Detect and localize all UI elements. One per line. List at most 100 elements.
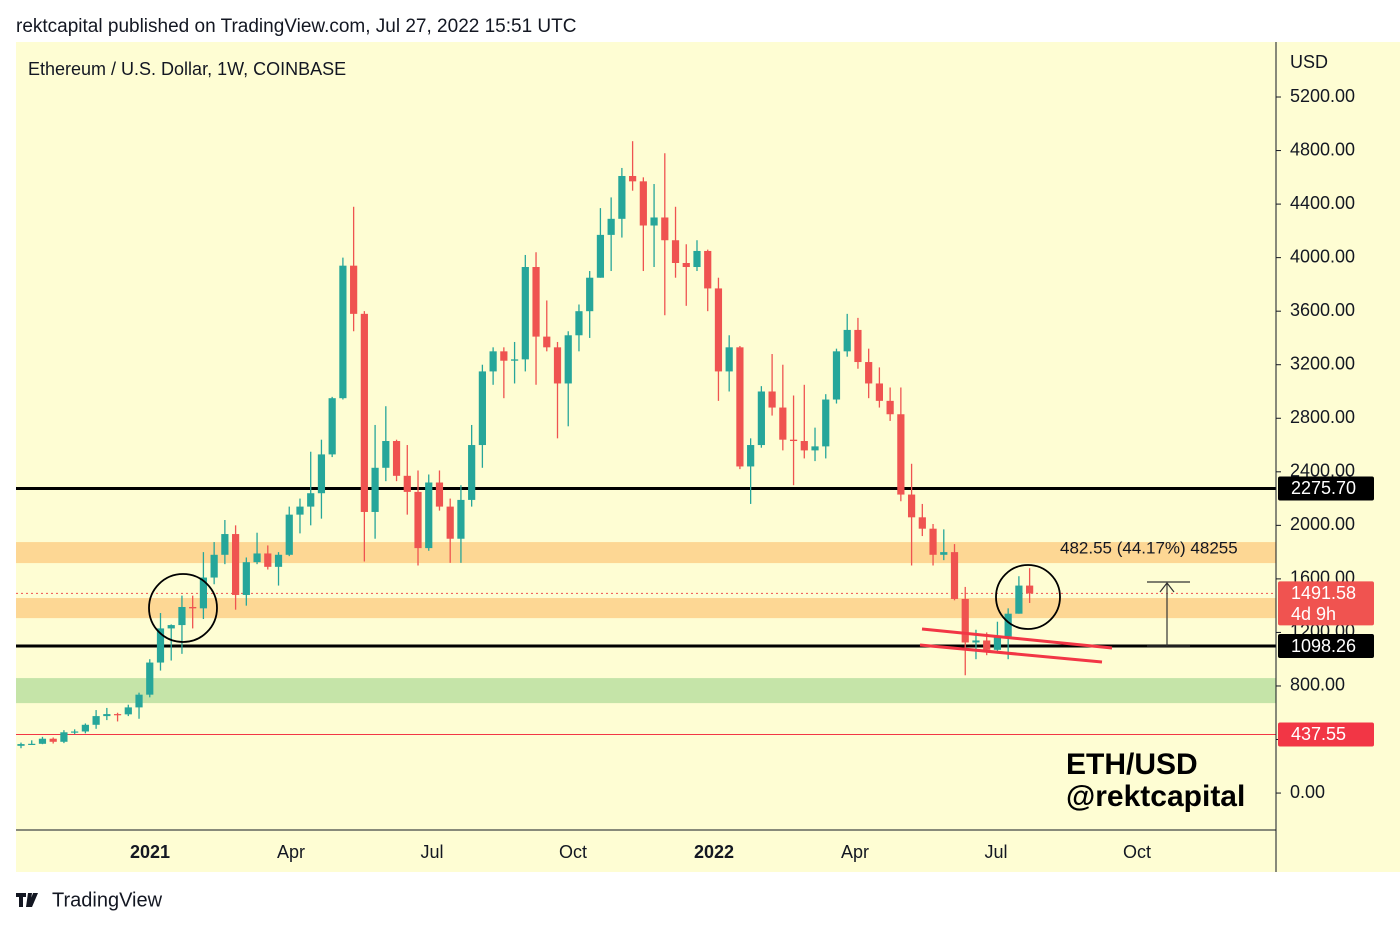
candle-body (167, 625, 175, 629)
footer-logo (16, 893, 38, 907)
levels (16, 486, 1276, 735)
candle-body (103, 714, 111, 717)
candle-body (392, 441, 401, 476)
candle-body (532, 267, 540, 337)
candle-body (596, 234, 605, 278)
x-tick-label: Apr (277, 842, 305, 862)
y-tick-label: 4000.00 (1290, 246, 1355, 266)
candle-body (124, 707, 132, 715)
candle-body (553, 347, 562, 384)
candle-body (789, 439, 798, 442)
x-tick-label: Jul (420, 842, 443, 862)
x-axis: 2021 Apr Jul Oct 2022 Apr Jul Oct (130, 842, 1151, 862)
y-tick-label: 2800.00 (1290, 407, 1355, 427)
candle-body (607, 218, 615, 235)
candle-body (575, 311, 583, 336)
zone (16, 542, 1276, 564)
candle-body (521, 267, 529, 360)
candles (17, 141, 1034, 749)
candle-body (285, 514, 293, 555)
y-tick-label: 2000.00 (1290, 514, 1355, 534)
y-axis: 0.00400.00800.001200.001600.002000.00240… (1276, 86, 1355, 802)
watermark: ETH/USD (1066, 748, 1198, 781)
candle-body (274, 554, 283, 567)
y-tick-label: 5200.00 (1290, 86, 1355, 106)
candle-body (650, 217, 658, 226)
y-tick-label: 0.00 (1290, 782, 1325, 802)
x-tick-label: Oct (559, 842, 587, 862)
price-tag (1278, 634, 1374, 659)
chart-title: Ethereum / U.S. Dollar, 1W, COINBASE (28, 59, 346, 79)
price-tag-label: 4d 9h (1291, 604, 1336, 624)
candle-body (49, 738, 57, 742)
candle-body (875, 383, 883, 401)
candle-body (360, 313, 368, 512)
x-tick-label: Jul (984, 842, 1007, 862)
candle-body (629, 175, 637, 182)
candle-body (671, 240, 680, 263)
candle-body (714, 288, 723, 372)
candle-body (307, 493, 315, 507)
candle-body (38, 738, 47, 744)
circle-annotation (148, 573, 218, 643)
candle-body (221, 534, 229, 555)
candle-body (371, 467, 379, 512)
candle-body (757, 391, 765, 446)
candle-body (907, 494, 916, 518)
watermark: @rektcapital (1066, 780, 1245, 813)
x-tick-label: 2021 (130, 842, 170, 862)
zones (16, 542, 1276, 704)
candle-body (940, 552, 948, 555)
candle-body (618, 175, 626, 219)
candle-body (339, 265, 347, 399)
candle-body (811, 446, 819, 451)
candle-body (854, 329, 862, 363)
candle-body (446, 506, 454, 539)
candle-body (156, 628, 165, 663)
candle-body (242, 562, 250, 595)
candle-body (296, 506, 304, 515)
candle-body (500, 351, 508, 361)
y-tick-label: 4800.00 (1290, 139, 1355, 159)
candle-body (253, 553, 261, 563)
measure-arrow (1147, 581, 1190, 647)
candle-body (328, 398, 336, 455)
candle-body (972, 640, 980, 643)
x-tick-label: Apr (841, 842, 869, 862)
candle-body (983, 640, 991, 650)
candle-body (704, 250, 712, 289)
footer: TradingView (52, 889, 163, 911)
candle-body (661, 217, 669, 241)
candle-body (489, 351, 497, 372)
candle-body (1004, 613, 1012, 637)
candle-body (232, 534, 240, 595)
candle-body (929, 528, 937, 555)
price-tag (1278, 581, 1374, 626)
candle-body (865, 362, 873, 384)
price-tag-label: 1098.26 (1291, 636, 1356, 656)
candle-body (60, 732, 68, 742)
candle-body (350, 265, 358, 314)
price-tag-label: 1491.58 (1291, 583, 1356, 603)
candle-body (800, 441, 808, 451)
header: rektcapital published on TradingView.com… (16, 16, 576, 37)
candle-body (897, 414, 905, 495)
candle-body (768, 391, 776, 408)
candle-body (135, 694, 143, 708)
candle-body (178, 606, 186, 626)
candle-body (210, 554, 218, 578)
candle-body (993, 636, 1002, 650)
candle-body (564, 335, 572, 384)
candle-body (1026, 585, 1034, 594)
currency-label: USD (1290, 52, 1328, 72)
candle-body (17, 744, 25, 746)
candle-body (586, 277, 594, 312)
y-tick-label: 800.00 (1290, 675, 1345, 695)
y-tick-label: 3600.00 (1290, 300, 1355, 320)
candle-body (639, 181, 647, 226)
chart-background (16, 42, 1400, 872)
zone (16, 678, 1276, 704)
candle-body (113, 714, 122, 716)
x-tick-label: 2022 (694, 842, 734, 862)
